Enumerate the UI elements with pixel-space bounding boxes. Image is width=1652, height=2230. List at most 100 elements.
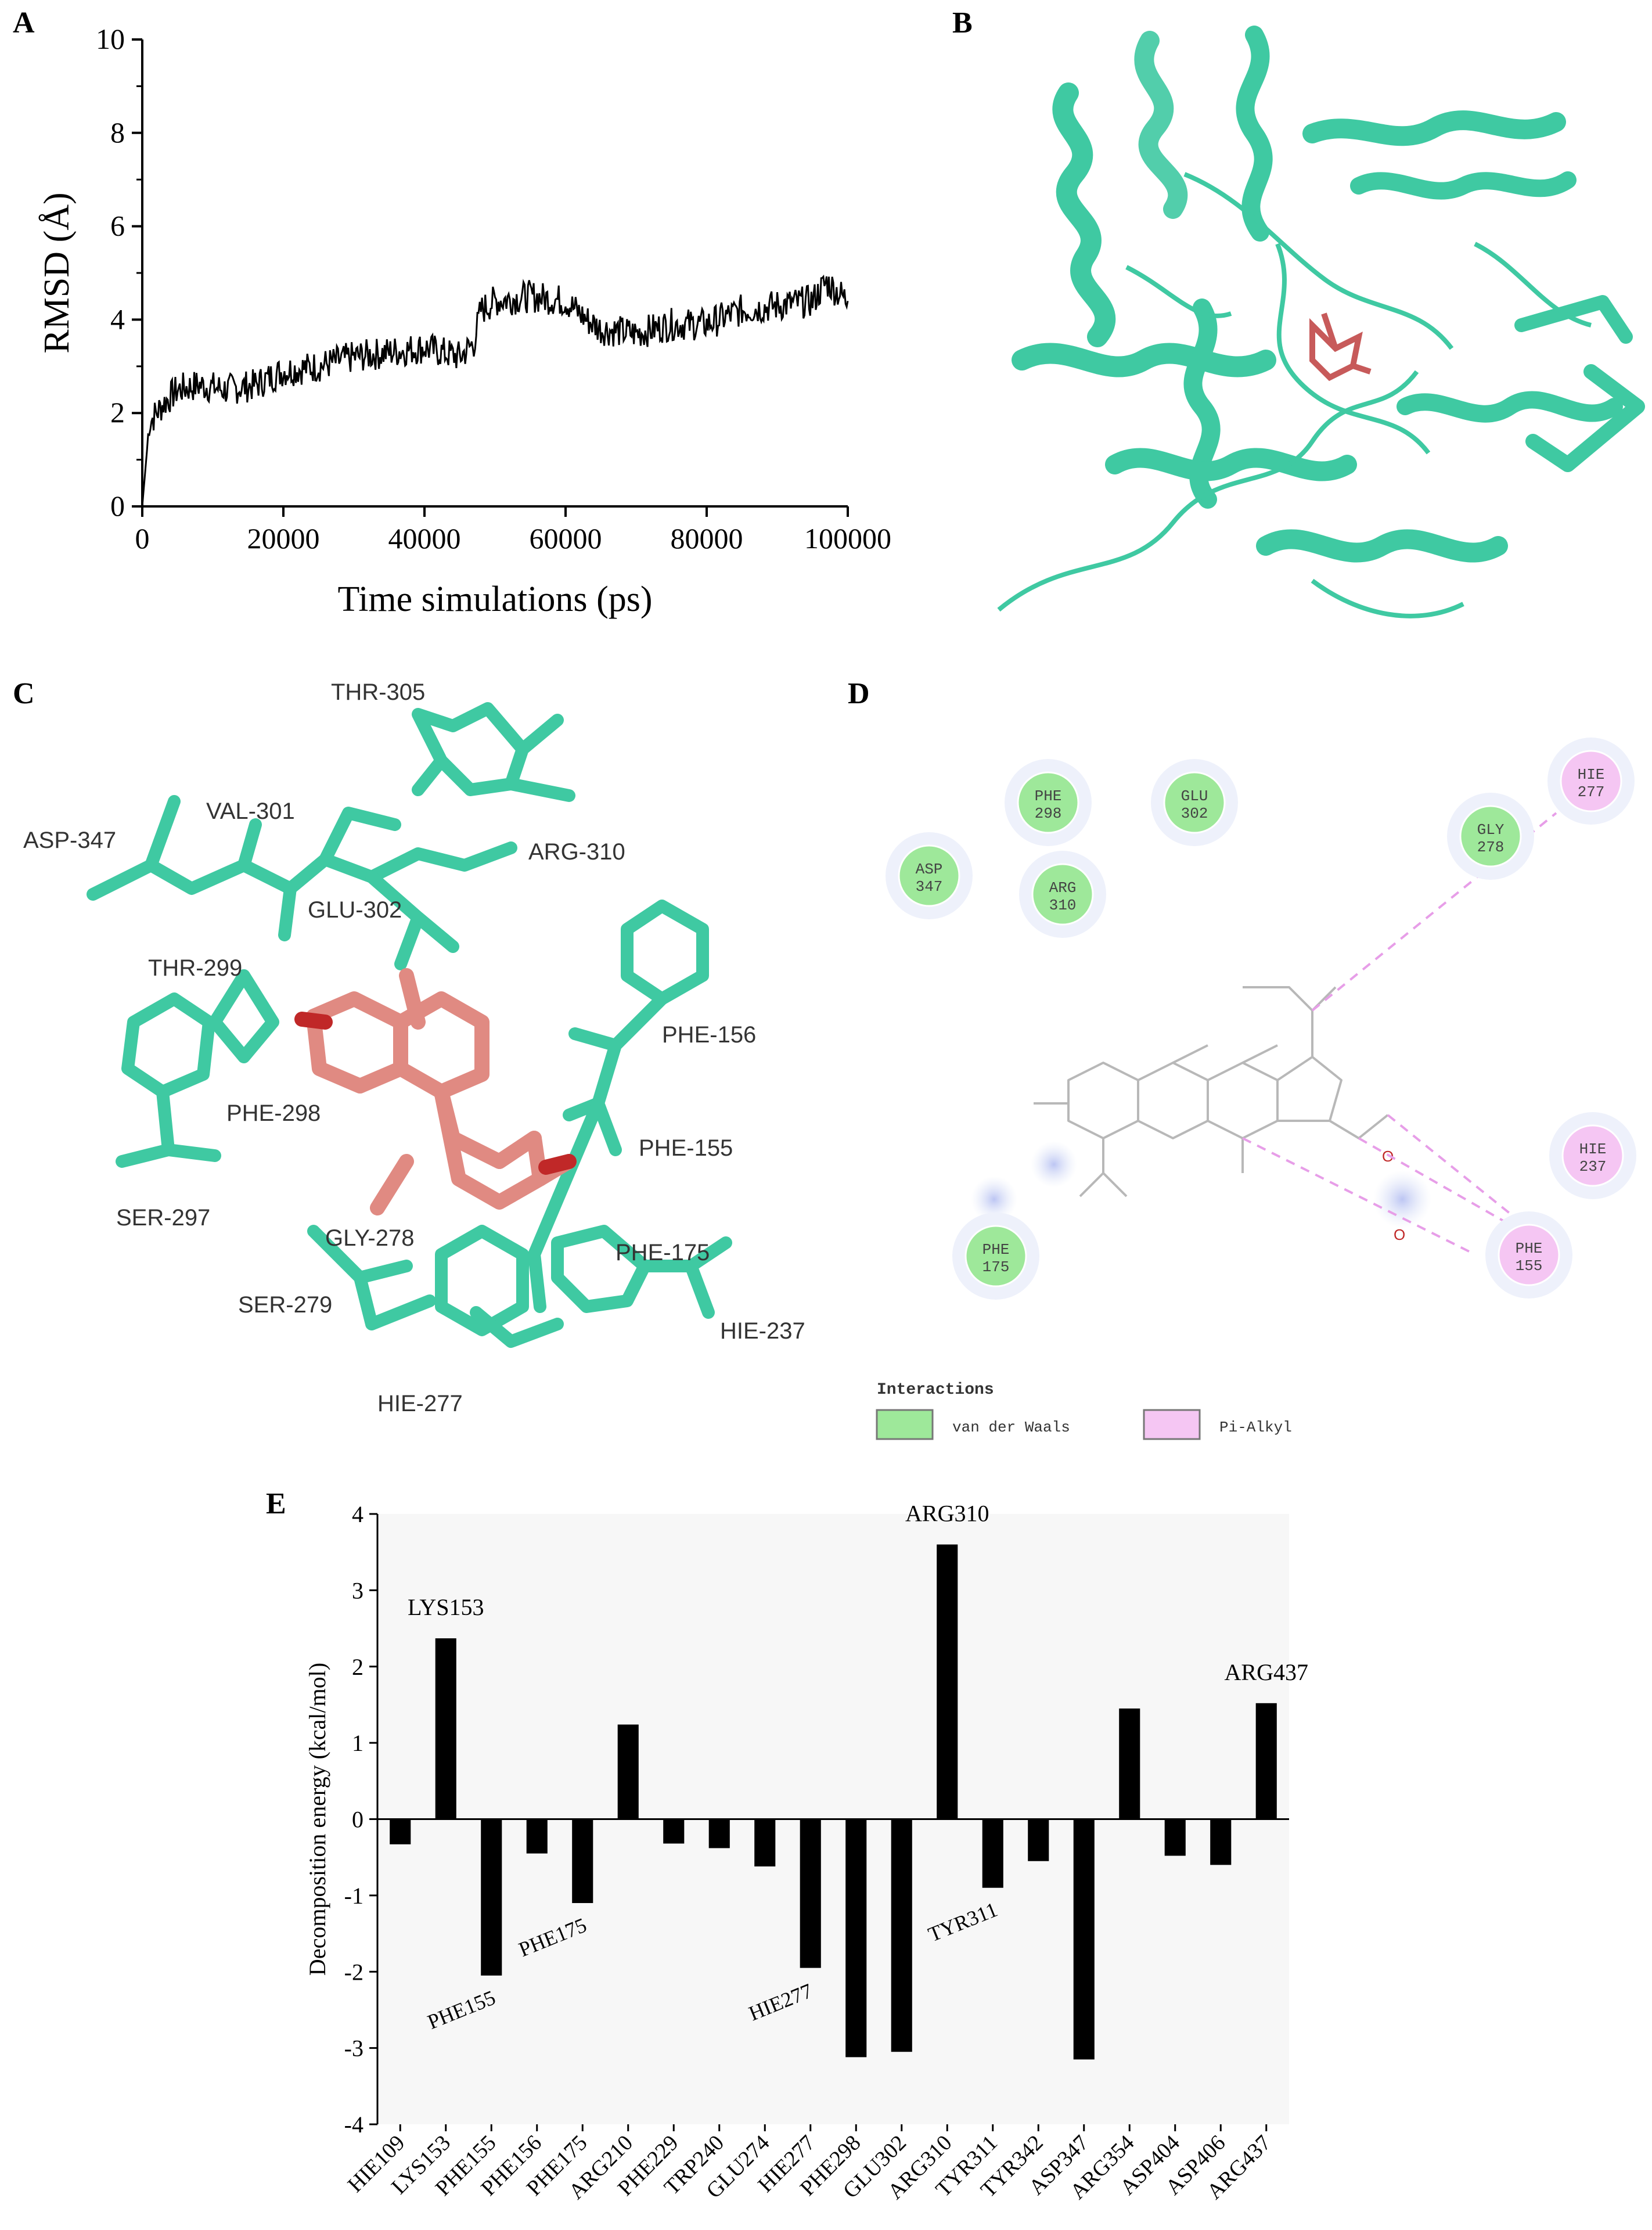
residue-label-hie-237: HIE-237 [720, 1318, 805, 1344]
bar-arg437 [1255, 1703, 1277, 1819]
residue-name: PHE [982, 1241, 1010, 1258]
residue-label-gly-278: GLY-278 [325, 1225, 414, 1251]
legend-vdw-swatch [876, 1409, 934, 1440]
residue-label-asp-347: ASP-347 [23, 828, 116, 853]
y-tick-label: 10 [96, 23, 125, 55]
y-tick-label: 2 [352, 1654, 363, 1680]
residue-label-glu-302: GLU-302 [308, 897, 402, 923]
legend-title: Interactions [877, 1381, 994, 1399]
residue-number: 237 [1579, 1158, 1607, 1175]
y-axis-title: Decomposition energy (kcal/mol) [304, 1663, 330, 1976]
bar-lys153 [435, 1638, 456, 1819]
residue-name: GLY [1477, 821, 1505, 839]
svg-text:O: O [1394, 1226, 1405, 1243]
residue-number: 175 [982, 1258, 1010, 1276]
panel-label-a: A [13, 6, 35, 39]
residue-label-arg-310: ARG-310 [528, 839, 625, 865]
bar-glu302 [891, 1819, 912, 2052]
y-tick-label: -4 [344, 2112, 363, 2138]
y-tick-label: 2 [110, 396, 125, 429]
panel-label-d: D [848, 677, 870, 710]
bar-arg310 [937, 1544, 958, 1819]
residue-label-phe-298: PHE-298 [226, 1100, 321, 1126]
residue-label-thr-305: THR-305 [331, 679, 425, 705]
residue-number: 302 [1181, 805, 1208, 822]
y-tick-label: 4 [352, 1501, 363, 1527]
residue-number: 347 [916, 878, 943, 895]
bar-hie109 [390, 1819, 411, 1844]
legend-pialkyl-label: Pi-Alkyl [1219, 1419, 1292, 1436]
bar-asp404 [1164, 1819, 1186, 1856]
x-tick-label: 60000 [530, 522, 602, 555]
bar-annotation-arg437: ARG437 [1225, 1659, 1308, 1685]
bar-phe155 [481, 1819, 502, 1976]
residue-disc-asp-347 [898, 844, 960, 907]
rmsd-series-line [141, 274, 849, 507]
bar-phe156 [526, 1819, 548, 1854]
residue-label-val-301: VAL-301 [206, 799, 295, 824]
bar-hie277 [800, 1819, 821, 1968]
residue-number: 278 [1477, 839, 1505, 856]
legend-pialkyl-swatch [1143, 1409, 1201, 1440]
residue-disc-glu-302 [1163, 771, 1226, 834]
bar-tyr342 [1028, 1819, 1049, 1861]
residue-name: ARG [1049, 879, 1077, 897]
bar-glu274 [754, 1819, 776, 1866]
bar-asp347 [1073, 1819, 1095, 2060]
y-tick-label: -1 [344, 1883, 363, 1909]
y-tick-label: 1 [352, 1730, 363, 1756]
bar-tyr311 [982, 1819, 1003, 1888]
residue-number: 310 [1049, 897, 1077, 914]
bar-phe229 [663, 1819, 685, 1844]
panel-label-c: C [13, 677, 35, 710]
x-tick-label: 40000 [388, 522, 461, 555]
bar-asp406 [1210, 1819, 1232, 1865]
y-tick-label: 4 [110, 303, 125, 335]
bar-annotation-lys153: LYS153 [408, 1594, 484, 1620]
residue-label-ser-279: SER-279 [238, 1292, 332, 1318]
bar-phe298 [845, 1819, 867, 2058]
residue-label-phe-175: PHE-175 [616, 1240, 710, 1265]
protein-ribbon-image [997, 26, 1645, 618]
residue-label-thr-299: THR-299 [148, 955, 242, 981]
binding-site-stick-model: THR-305 VAL-301 ASP-347 ARG-310 GLU-302 THR-2… [23, 679, 805, 1416]
residue-name: PHE [1516, 1240, 1543, 1257]
y-tick-label: 0 [352, 1807, 363, 1833]
residue-label-ser-297: SER-297 [116, 1205, 210, 1231]
residue-number: 298 [1035, 805, 1062, 822]
residue-label-hie-277: HIE-277 [377, 1391, 463, 1416]
residue-label-phe-155: PHE-155 [639, 1135, 733, 1161]
panel-label-b: B [952, 6, 973, 39]
bar-arg354 [1119, 1709, 1140, 1819]
decomposition-bar-chart: -4 -3 -2 -1 0 1 2 3 4 Decomposition energy (kcal/… [304, 1501, 1308, 2204]
residue-number: 155 [1516, 1257, 1543, 1275]
residue-label-phe-156: PHE-156 [662, 1022, 756, 1048]
x-axis-title: Time simulations (ps) [338, 580, 653, 619]
residue-disc-phe-175 [964, 1225, 1027, 1287]
residue-number: 277 [1578, 783, 1605, 801]
bar-phe175 [572, 1819, 593, 1904]
interaction-diagram-2d: O O O PHE298GLU302GLY278HIE277ASP347ARG3… [876, 738, 1636, 1440]
bar-arg210 [617, 1724, 639, 1819]
x-tick-label: 0 [135, 522, 150, 555]
y-tick-label: 6 [110, 210, 125, 242]
y-tick-label: -2 [344, 1959, 363, 1985]
residue-disc-arg-310 [1031, 863, 1094, 926]
panel-label-e: E [266, 1487, 286, 1520]
residue-name: PHE [1035, 787, 1062, 805]
x-tick-label: 80000 [671, 522, 743, 555]
residue-name: HIE [1579, 1141, 1607, 1158]
bar-trp240 [708, 1819, 730, 1848]
residue-name: ASP [916, 861, 943, 878]
y-tick-label: -3 [344, 2035, 363, 2062]
residue-disc-phe-155 [1498, 1224, 1560, 1286]
residue-disc-gly-278 [1459, 805, 1522, 868]
residue-disc-hie-237 [1561, 1124, 1624, 1187]
bar-annotation-arg310: ARG310 [905, 1501, 989, 1527]
residue-disc-hie-277 [1560, 750, 1622, 812]
x-tick-label: 20000 [247, 522, 320, 555]
rmsd-line-chart: 0 2 4 6 8 10 0 20000 40000 60000 80000 100000 Time s… [37, 23, 891, 619]
y-tick-label: 0 [110, 490, 125, 522]
y-axis-title: RMSD (Å) [37, 192, 77, 353]
residue-disc-phe-298 [1017, 771, 1079, 834]
